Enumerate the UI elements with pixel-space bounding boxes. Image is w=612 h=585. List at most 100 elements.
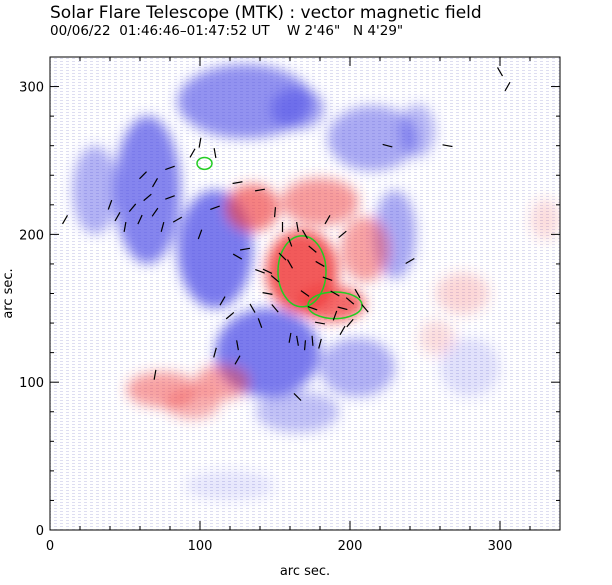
field-vector [137,214,143,225]
positive-polarity-region [419,320,455,356]
negative-polarity-region [320,337,395,397]
observation-date: 00/06/22 [50,23,111,39]
field-vector [254,188,266,192]
negative-polarity-region [114,116,181,264]
x-tick-label: 0 [46,539,54,554]
field-vector [197,229,203,240]
negative-polarity-region [399,104,436,158]
field-vector [239,247,251,251]
observation-time-range: 01:46:46–01:47:52 UT [119,23,270,39]
field-vector [318,338,322,349]
field-vector [210,205,220,211]
field-contour [196,156,213,171]
field-vector [338,230,347,239]
chart-title: Solar Flare Telescope (MTK) : vector mag… [50,3,482,23]
positive-polarity-region [299,286,365,322]
field-vector [153,369,157,380]
field-vector [249,303,256,313]
field-vector [303,340,307,351]
negative-polarity-region [255,391,340,433]
field-vector [288,332,292,343]
field-vector [324,214,331,225]
field-vector [151,207,159,217]
field-vector [382,143,393,148]
y-tick-label: 200 [19,228,44,243]
field-vector [128,203,137,212]
field-vector [405,257,415,265]
x-tick-label: 300 [488,539,513,554]
field-vector [307,306,318,311]
field-vector [345,297,355,305]
field-vector [213,347,217,358]
field-vector [361,304,369,313]
field-vector [165,195,175,200]
field-vector [286,259,294,269]
axes: 0 100 200 300 0 100 200 300 [19,56,561,554]
field-vector [255,269,265,274]
field-vector [160,221,165,232]
field-vector [270,275,280,283]
field-vector [172,216,183,223]
negative-polarity-region [327,105,418,171]
field-vector [293,393,302,401]
positive-polarity-region [281,178,359,226]
field-vector [315,260,325,267]
positive-polarity-region [435,272,490,315]
field-vector [273,207,277,218]
field-vector [271,304,279,313]
field-vector [262,268,273,274]
field-vector [143,193,152,202]
field-vector [308,245,317,253]
field-vector [189,148,196,158]
field-vector [232,253,243,260]
field-vector [114,212,121,222]
negative-polarity-region [185,470,275,501]
field-vector [314,321,326,325]
field-vector [346,318,354,328]
y-axis-label: arc sec. [1,268,16,318]
field-vector [262,292,273,295]
negative-polarity-region [72,145,118,235]
field-vector [332,310,338,321]
field-vector [225,311,235,320]
vector-field [61,67,511,401]
field-vector [504,81,511,92]
positive-polarity-region [341,216,389,282]
field-vector [496,67,504,77]
positive-polarity-region [225,184,280,232]
field-vector [300,290,310,297]
field-vector [311,335,314,346]
x-tick-label: 100 [188,539,213,554]
field-heatmap [72,64,560,501]
positive-polarity-region [165,389,220,420]
field-vector [165,165,175,171]
field-vector [107,199,113,210]
field-vector [296,335,299,346]
field-vector [301,229,309,240]
field-vector [151,178,159,188]
field-contour [277,235,327,308]
x-axis-label: arc sec. [280,564,330,579]
field-vector [330,290,340,297]
positive-polarity-region [530,198,560,241]
field-vector [337,306,348,311]
field-vector [287,236,293,247]
field-vector [198,137,202,148]
field-vector [322,276,333,281]
field-vector [296,221,299,233]
field-vector [257,318,263,328]
field-vector [219,296,226,306]
x-tick-label: 200 [338,539,363,554]
field-vector [61,214,69,225]
field-vector [339,325,346,336]
chart-subtitle: 00/06/22 01:46:46–01:47:52 UT W 2'46" N … [50,23,403,39]
field-vector [234,355,241,365]
y-tick-label: 300 [19,81,44,96]
y-tick-label: 0 [36,524,44,539]
field-vector [139,171,147,180]
field-vector [123,221,127,233]
negative-polarity-region [270,88,325,130]
field-vector [236,340,239,351]
field-vector [442,144,453,148]
